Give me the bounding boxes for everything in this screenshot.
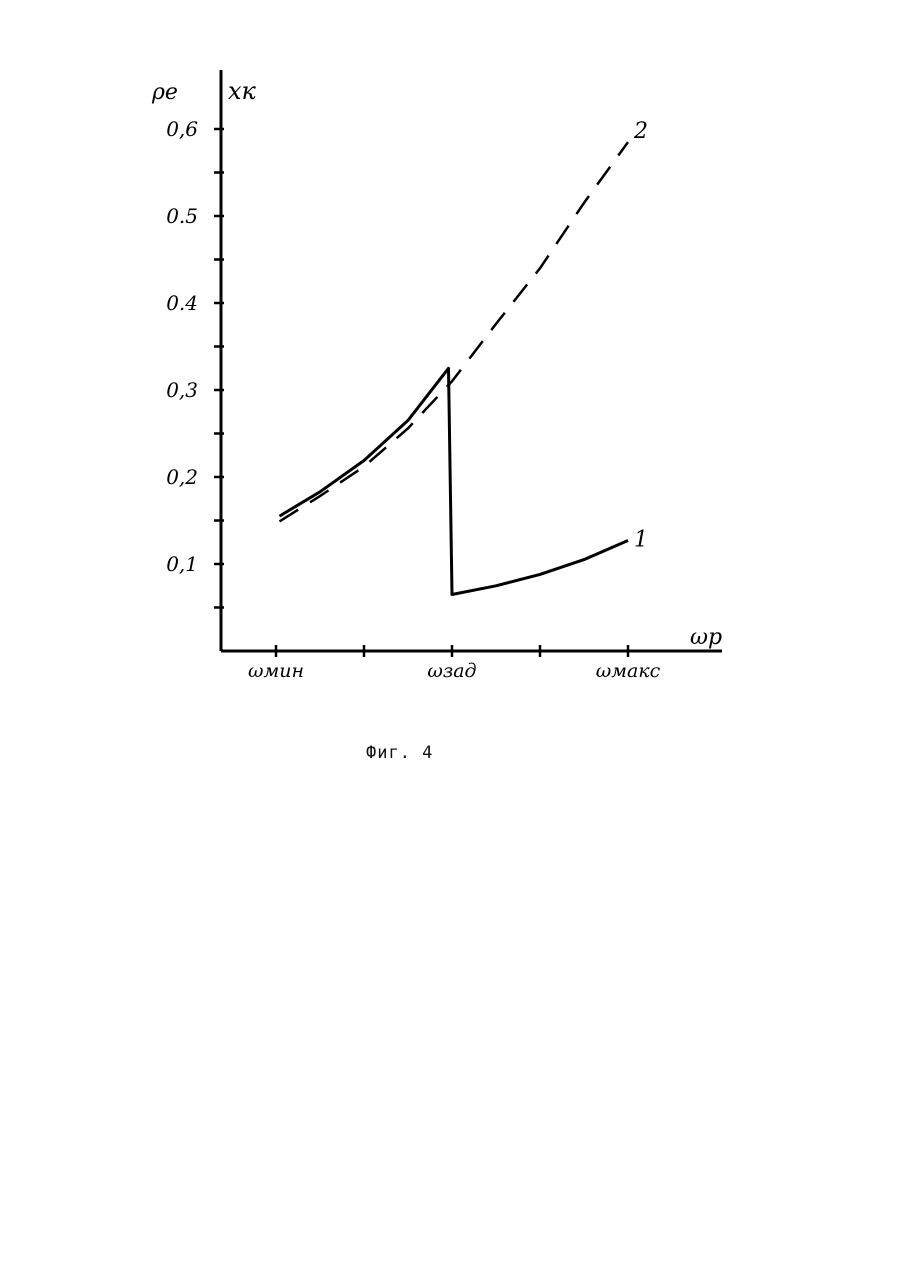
x-tick-label: ωмин — [248, 660, 304, 682]
x-axis-label: ωр — [690, 625, 722, 650]
x-tick-label: ωзад — [427, 660, 476, 682]
series-label-2: 2 — [633, 119, 648, 144]
y-tick-label: 0,3 — [166, 378, 198, 402]
series — [280, 142, 629, 594]
y-tick-label: 0,1 — [166, 552, 198, 576]
y-tick-label: 0.5 — [166, 204, 198, 228]
series-1-line — [280, 368, 629, 594]
series-2-line — [280, 142, 629, 521]
series-label-1: 1 — [634, 528, 648, 553]
y-axis-label-left: ρe — [151, 80, 178, 105]
y-tick-label: 0.4 — [166, 291, 198, 315]
y-tick-label: 0,6 — [166, 117, 198, 141]
y-tick-label: 0,2 — [166, 465, 198, 489]
axes — [221, 70, 722, 651]
series-labels: 12 — [633, 119, 648, 552]
tick-labels: 0,1 0,2 0,3 0.4 0.5 0,6 ωмин ωзад ωмакс — [166, 117, 660, 682]
x-tick-label: ωмакс — [596, 660, 661, 682]
y-axis-label-right: xк — [228, 77, 257, 105]
ticks — [214, 129, 628, 657]
figure-caption: Фиг. 4 — [366, 743, 433, 763]
